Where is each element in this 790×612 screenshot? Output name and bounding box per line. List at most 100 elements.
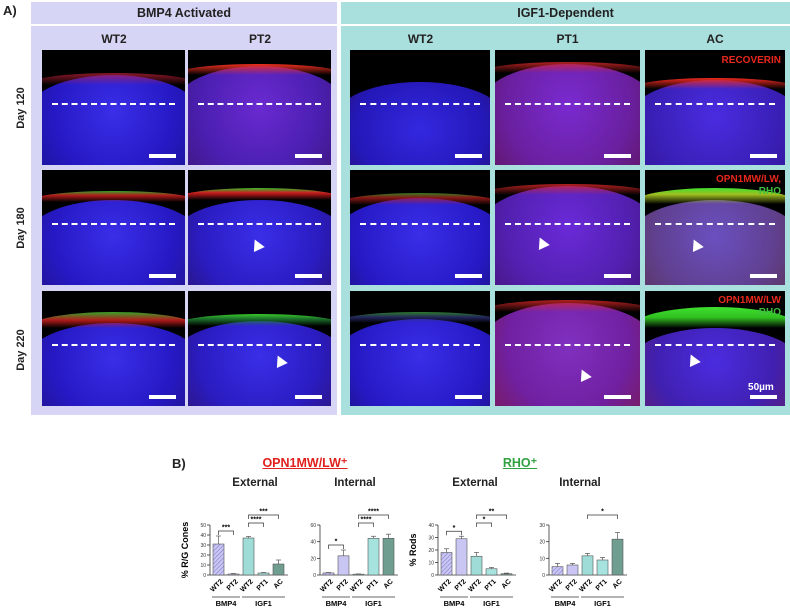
y-tick-label: 30	[200, 543, 206, 549]
marker-label-opn1mwlw: OPN1MW/LW,	[716, 174, 781, 185]
significance-bracket	[446, 530, 462, 536]
bar	[212, 543, 225, 576]
significance-bracket	[248, 514, 279, 519]
bar	[227, 573, 240, 576]
significance-label: *	[483, 517, 486, 524]
y-tick-label: 30	[539, 523, 545, 529]
row-label-day220-wrap: Day 220	[0, 292, 42, 408]
row-label-day120: Day 120	[15, 87, 27, 129]
bar	[500, 573, 513, 576]
bar	[455, 538, 468, 576]
rho-title: RHO⁺	[502, 456, 538, 470]
opn-title: OPN1MW/LW⁺	[262, 456, 348, 470]
significance-label: *	[335, 539, 338, 546]
significance-bracket	[218, 530, 234, 535]
x-tick-label: PT1	[595, 578, 609, 592]
group-label: BMP4	[555, 599, 577, 608]
group-label: BMP4	[216, 599, 238, 608]
scale-bar	[295, 154, 323, 159]
row-label-day180: Day 180	[15, 207, 27, 249]
micrograph-day180-igf1-pt1	[495, 170, 640, 285]
bar	[611, 538, 624, 576]
scale-bar	[603, 274, 632, 279]
col-header-bmp4-pt2: PT2	[248, 32, 271, 46]
y-tick-label: 60	[310, 523, 316, 529]
bar	[322, 572, 335, 576]
y-tick-label: 0	[542, 573, 545, 579]
x-tick-label: WT2	[437, 578, 452, 593]
col-header-igf1-pt1: PT1	[556, 32, 579, 46]
micrograph-day120-bmp4-pt2	[188, 50, 331, 165]
y-tick-label: 20	[428, 548, 434, 554]
significance-bracket	[328, 544, 344, 549]
y-tick-label: 20	[200, 553, 206, 559]
scale-bar	[603, 395, 632, 400]
y-axis-label: % Rods	[408, 533, 418, 566]
marker-label-rho: RHO	[758, 186, 781, 197]
y-tick-label: 40	[310, 540, 316, 546]
y-axis-label: % R/G Cones	[180, 522, 190, 579]
x-tick-label: WT2	[209, 578, 224, 593]
bar	[367, 538, 380, 576]
x-tick-label: WT2	[239, 578, 254, 593]
y-tick-label: 0	[203, 573, 206, 579]
y-tick-label: 50	[200, 523, 206, 529]
significance-label: *	[453, 525, 456, 532]
x-tick-label: PT1	[484, 578, 498, 592]
x-tick-label: AC	[273, 578, 285, 590]
micrograph-day220-bmp4-pt2	[188, 291, 331, 406]
bar	[242, 537, 255, 576]
significance-bracket	[476, 514, 507, 519]
bar	[337, 555, 350, 576]
scale-bar-label: 50µm	[748, 382, 774, 394]
panel-a-label: A)	[3, 3, 17, 18]
micrograph-day180-igf1-ac: OPN1MW/LW, RHO	[645, 170, 785, 285]
bar	[581, 555, 594, 576]
y-tick-label: 10	[539, 556, 545, 562]
significance-bracket	[476, 522, 492, 527]
bar	[485, 568, 498, 576]
bar	[257, 572, 270, 576]
rho-external-subtitle: External	[452, 477, 498, 489]
x-tick-label: PT2	[336, 578, 350, 592]
scale-bar	[455, 154, 482, 159]
group-label: IGF1	[365, 599, 382, 608]
y-tick-label: 20	[310, 556, 316, 562]
row-label-day180-wrap: Day 180	[0, 170, 42, 286]
bar	[382, 538, 395, 576]
scale-bar	[455, 274, 482, 279]
significance-label: ***	[259, 509, 267, 516]
scale-bar	[295, 395, 323, 400]
bar	[352, 573, 365, 576]
marker-label-opn1mwlw: OPN1MW/LW	[718, 295, 781, 306]
x-tick-label: WT2	[319, 578, 334, 593]
y-tick-label: 0	[313, 573, 316, 579]
igf1-group-title: IGF1-Dependent	[517, 6, 614, 20]
y-tick-label: 0	[431, 573, 434, 579]
micrograph-day120-bmp4-wt2	[42, 50, 185, 165]
significance-label: **	[489, 509, 495, 516]
micrograph-day120-igf1-pt1	[495, 50, 640, 165]
x-tick-label: PT1	[256, 578, 270, 592]
significance-label: ****	[361, 517, 372, 524]
scale-bar	[750, 274, 777, 279]
x-tick-label: AC	[383, 578, 395, 590]
row-label-day120-wrap: Day 120	[0, 50, 42, 166]
bar	[440, 552, 453, 576]
micrograph-day180-bmp4-pt2	[188, 170, 331, 285]
group-label: IGF1	[255, 599, 272, 608]
col-header-bmp4-wt2: WT2	[101, 32, 127, 46]
micrograph-day220-bmp4-wt2	[42, 291, 185, 406]
x-tick-label: WT2	[578, 578, 593, 593]
significance-label: ***	[222, 525, 230, 532]
y-tick-label: 40	[200, 533, 206, 539]
micrograph-day220-igf1-pt1	[495, 291, 640, 406]
micrograph-day180-bmp4-wt2	[42, 170, 185, 285]
x-tick-label: PT2	[226, 578, 240, 592]
significance-bracket	[248, 522, 264, 527]
x-tick-label: WT2	[349, 578, 364, 593]
significance-label: ****	[368, 509, 379, 516]
group-label: IGF1	[483, 599, 500, 608]
